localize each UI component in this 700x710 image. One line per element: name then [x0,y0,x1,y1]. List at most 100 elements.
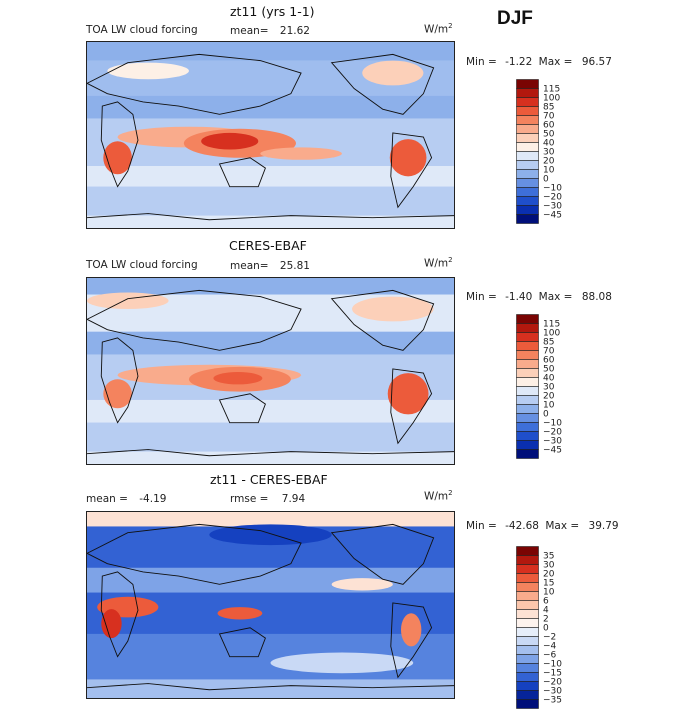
p3-south-pos [270,652,414,674]
colorbar-tick-label: 115 [543,320,560,330]
panel2-mean: mean= 25.81 [230,260,310,272]
colorbar-tick-label: 6 [543,597,549,607]
colorbar-swatch [516,636,539,646]
panel2-units-sup: 2 [448,256,453,264]
colorbar-tick-label: −10 [543,184,562,194]
p2-band-north [87,278,454,295]
colorbar-tick-label: 0 [543,624,549,634]
panel3-units: W/m2 [424,489,453,503]
colorbar-tick-label: 85 [543,103,554,113]
panel3-title: zt11 - CERES-EBAF [210,472,328,487]
colorbar-tick-label: −30 [543,687,562,697]
p2-warm-core [213,372,263,385]
colorbar-swatch [516,681,539,691]
p2-coast-africa [100,337,139,424]
panel1-units: W/m2 [424,22,453,36]
panel3-colorbar: 35 30 20 15 10 6 4 2 0 −2 −4 −6 −10 −15 −20 −30 −35 [516,546,586,710]
colorbar-tick-label: −4 [543,642,557,652]
colorbar-tick-label: 10 [543,588,555,598]
colorbar-tick-label: 4 [543,606,549,616]
colorbar-swatch [516,564,539,574]
colorbar-swatch [516,591,539,601]
colorbar-swatch [516,341,539,351]
colorbar-swatch [516,386,539,396]
colorbar-swatch [516,546,539,556]
p1-coast-samerica [390,132,433,209]
colorbar-swatch [516,124,539,134]
panel2-map-svg [87,278,454,464]
colorbar-swatch [516,323,539,333]
p2-coast-namerica [330,289,435,351]
p1-north-atl [107,62,189,80]
colorbar-tick-label: 30 [543,383,555,393]
p1-spcz [260,147,342,160]
colorbar-swatch [516,600,539,610]
colorbar-tick-label: 35 [543,552,554,562]
p1-coast-africa [100,101,139,188]
colorbar-tick-label: 0 [543,410,549,420]
colorbar-swatch [516,672,539,682]
panel3-mean: mean = -4.19 [86,493,166,505]
p3-samerica [400,613,422,647]
colorbar-tick-label: −20 [543,678,562,688]
panel2-units-base: W/m [424,257,449,270]
colorbar-swatch [516,160,539,170]
panel1-units-sup: 2 [448,22,453,30]
panel1-minmax: Min = -1.22 Max = 96.57 [466,56,612,68]
panel3-rmse-value: 7.94 [281,493,306,505]
p2-band-subtropN [87,331,454,355]
colorbar-swatch [516,314,539,324]
panel2-colorbar: 115 100 85 70 60 50 40 30 20 10 0 −10 −20 −30 −45 [516,314,586,460]
p3-band-north [87,512,454,527]
p2-samerica [387,373,429,415]
colorbar-tick-label: 100 [543,329,560,339]
panel3-mean-value: -4.19 [139,493,167,505]
p2-africa [103,379,132,409]
p2-band-south [87,422,454,452]
colorbar-swatch [516,178,539,188]
colorbar-swatch [516,350,539,360]
p3-maritime [217,607,263,620]
panel2-units: W/m2 [424,256,453,270]
p3-coast-namerica [330,523,435,585]
colorbar-tick-label: 70 [543,347,555,357]
colorbar-swatch [516,97,539,107]
colorbar-tick-label: −2 [543,633,556,643]
colorbar-swatch [516,555,539,565]
colorbar-tick-label: 10 [543,401,555,411]
colorbar-tick-label: −30 [543,437,562,447]
colorbar-tick-label: 115 [543,85,560,95]
colorbar-swatch [516,214,539,224]
colorbar-swatch [516,88,539,98]
panel1-min-value: -1.22 [505,56,533,68]
panel2-minmax: Min = -1.40 Max = 88.08 [466,291,612,303]
colorbar-tick-label: −6 [543,651,557,661]
p3-coast-africa [100,571,139,658]
panel3-map-svg [87,512,454,698]
p1-coast-australia [218,157,266,188]
colorbar-tick-label: 2 [543,615,549,625]
season-label: DJF [497,8,533,29]
p3-east-pac [331,578,393,591]
colorbar-tick-label: −10 [543,660,562,670]
p1-coast-antarctica [87,213,454,221]
p1-band-antarctic [87,215,454,228]
panel2-mean-value: 25.81 [279,260,310,272]
colorbar-swatch [516,377,539,387]
colorbar-swatch [516,151,539,161]
panel3-units-sup: 2 [448,489,453,497]
colorbar-tick-label: 60 [543,356,555,366]
colorbar-swatch [516,654,539,664]
colorbar-swatch [516,106,539,116]
colorbar-swatch [516,169,539,179]
panel1-max-value: 96.57 [581,56,612,68]
p1-north-pac [362,60,424,86]
p2-band-south-sub [87,399,454,423]
colorbar-swatch [516,368,539,378]
colorbar-swatch [516,690,539,700]
panel1-min-label: Min = [466,56,497,68]
colorbar-swatch [516,440,539,450]
panel1-max-label: Max = [538,56,573,68]
colorbar-tick-label: 100 [543,94,560,104]
